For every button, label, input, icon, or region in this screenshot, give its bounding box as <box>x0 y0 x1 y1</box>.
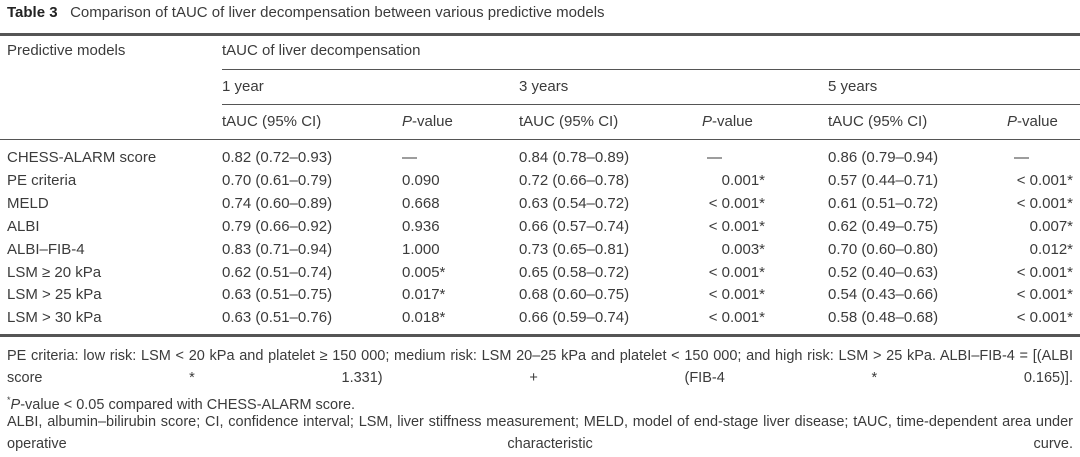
p-value-cell: — <box>1014 149 1029 166</box>
p-value-cell: 0.090 <box>402 171 440 189</box>
tauc-cell: 0.63 (0.51–0.75) <box>222 286 333 304</box>
p-value-cell: 0.936 <box>402 217 440 235</box>
tauc-cell: 0.61 (0.51–0.72) <box>828 194 939 212</box>
subheader-p-value: P-value <box>402 113 453 130</box>
p-value-cell: < 0.001* <box>708 217 765 235</box>
model-name: ALBI–FIB-4 <box>7 240 85 258</box>
tauc-cell: 0.63 (0.51–0.76) <box>222 309 333 327</box>
period-1-year: 1 year <box>222 78 264 95</box>
p-value-cell: < 0.001* <box>708 263 765 281</box>
p-value-cell: < 0.001* <box>1016 194 1073 212</box>
model-name: MELD <box>7 194 49 212</box>
header-predictive-models: Predictive models <box>7 42 126 59</box>
tauc-cell: 0.83 (0.71–0.94) <box>222 240 333 258</box>
p-value-cell: 0.003* <box>721 240 765 258</box>
tauc-cell: 0.86 (0.79–0.94) <box>828 149 939 166</box>
p-value-cell: 1.000 <box>402 240 440 258</box>
tauc-cell: 0.63 (0.54–0.72) <box>519 194 630 212</box>
model-name: ALBI <box>7 217 40 235</box>
p-value-cell: < 0.001* <box>708 194 765 212</box>
tauc-cell: 0.58 (0.48–0.68) <box>828 309 939 327</box>
bottom-rule <box>0 334 1080 337</box>
p-value-cell: 0.012* <box>1029 240 1073 258</box>
footnote-pe-criteria: PE criteria: low risk: LSM < 20 kPa and … <box>7 348 1073 386</box>
tauc-cell: 0.72 (0.66–0.78) <box>519 171 630 189</box>
tauc-cell: 0.68 (0.60–0.75) <box>519 286 630 304</box>
tauc-cell: 0.62 (0.51–0.74) <box>222 263 333 281</box>
p-value-cell: < 0.001* <box>1016 263 1073 281</box>
footnote-significance: *P-value < 0.05 compared with CHESS-ALAR… <box>7 395 356 413</box>
p-value-cell: < 0.001* <box>708 309 765 327</box>
tauc-cell: 0.70 (0.61–0.79) <box>222 171 333 189</box>
tauc-cell: 0.73 (0.65–0.81) <box>519 240 630 258</box>
tauc-cell: 0.74 (0.60–0.89) <box>222 194 333 212</box>
p-value-cell: — <box>707 149 722 166</box>
tauc-cell: 0.65 (0.58–0.72) <box>519 263 630 281</box>
tauc-cell: 0.54 (0.43–0.66) <box>828 286 939 304</box>
tauc-cell: 0.70 (0.60–0.80) <box>828 240 939 258</box>
p-value-cell: 0.007* <box>1029 217 1073 235</box>
p-value-cell: < 0.001* <box>708 286 765 304</box>
subheader-tauc: tAUC (95% CI) <box>828 113 928 130</box>
tauc-cell: 0.62 (0.49–0.75) <box>828 217 939 235</box>
tauc-cell: 0.66 (0.57–0.74) <box>519 217 630 235</box>
table-label: Table 3 <box>7 4 58 21</box>
header-group: tAUC of liver decompensation <box>222 42 421 59</box>
footnote-abbreviations: ALBI, albumin–bilirubin score; CI, confi… <box>7 414 1073 452</box>
model-name: PE criteria <box>7 171 77 189</box>
p-value-cell: < 0.001* <box>1016 171 1073 189</box>
p-value-cell: 0.017* <box>402 286 446 304</box>
period-5-years: 5 years <box>828 78 878 95</box>
table-title: Comparison of tAUC of liver decompensati… <box>70 4 605 21</box>
model-name: LSM > 30 kPa <box>7 309 102 327</box>
p-value-cell: — <box>402 149 417 166</box>
p-value-cell: 0.001* <box>721 171 765 189</box>
tauc-cell: 0.84 (0.78–0.89) <box>519 149 630 166</box>
tauc-cell: 0.52 (0.40–0.63) <box>828 263 939 281</box>
subheader-p-value: P-value <box>1007 113 1058 130</box>
tauc-cell: 0.79 (0.66–0.92) <box>222 217 333 235</box>
top-rule <box>0 33 1080 36</box>
tauc-cell: 0.82 (0.72–0.93) <box>222 149 333 166</box>
model-name: LSM > 25 kPa <box>7 286 102 304</box>
p-value-cell: < 0.001* <box>1016 286 1073 304</box>
subheader-p-value: P-value <box>702 113 753 130</box>
subheader-tauc: tAUC (95% CI) <box>519 113 619 130</box>
group-rule <box>222 69 1080 70</box>
period-rule <box>222 104 1080 105</box>
period-3-years: 3 years <box>519 78 569 95</box>
model-name: CHESS-ALARM score <box>7 149 157 166</box>
tauc-cell: 0.57 (0.44–0.71) <box>828 171 939 189</box>
p-value-cell: 0.668 <box>402 194 440 212</box>
header-rule <box>0 139 1080 140</box>
p-value-cell: 0.018* <box>402 309 446 327</box>
table-caption: Table 3 Comparison of tAUC of liver deco… <box>7 4 605 22</box>
subheader-tauc: tAUC (95% CI) <box>222 113 322 130</box>
p-value-cell: 0.005* <box>402 263 446 281</box>
p-value-cell: < 0.001* <box>1016 309 1073 327</box>
model-name: LSM ≥ 20 kPa <box>7 263 102 281</box>
tauc-cell: 0.66 (0.59–0.74) <box>519 309 630 327</box>
